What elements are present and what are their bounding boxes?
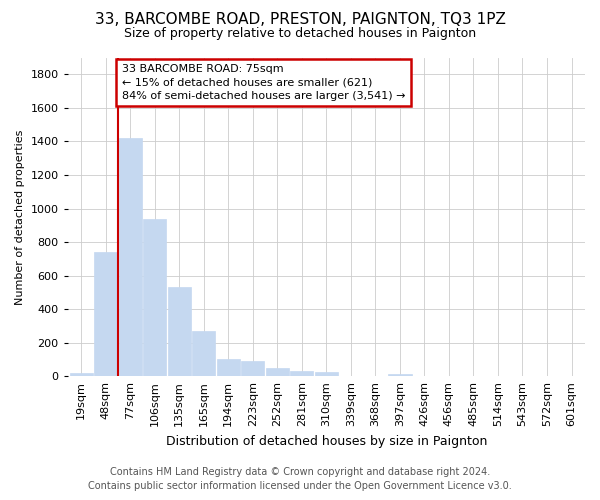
Bar	[290, 372, 313, 376]
Text: 33, BARCOMBE ROAD, PRESTON, PAIGNTON, TQ3 1PZ: 33, BARCOMBE ROAD, PRESTON, PAIGNTON, TQ…	[95, 12, 505, 28]
Bar	[388, 374, 412, 376]
X-axis label: Distribution of detached houses by size in Paignton: Distribution of detached houses by size …	[166, 434, 487, 448]
Bar	[315, 372, 338, 376]
Bar	[266, 368, 289, 376]
Text: Size of property relative to detached houses in Paignton: Size of property relative to detached ho…	[124, 28, 476, 40]
Text: Contains HM Land Registry data © Crown copyright and database right 2024.
Contai: Contains HM Land Registry data © Crown c…	[88, 467, 512, 491]
Bar	[94, 252, 118, 376]
Bar	[143, 219, 166, 376]
Y-axis label: Number of detached properties: Number of detached properties	[15, 129, 25, 304]
Bar	[217, 358, 240, 376]
Bar	[192, 331, 215, 376]
Bar	[241, 360, 265, 376]
Bar	[119, 138, 142, 376]
Bar	[70, 372, 93, 376]
Bar	[167, 287, 191, 376]
Text: 33 BARCOMBE ROAD: 75sqm
← 15% of detached houses are smaller (621)
84% of semi-d: 33 BARCOMBE ROAD: 75sqm ← 15% of detache…	[122, 64, 405, 100]
